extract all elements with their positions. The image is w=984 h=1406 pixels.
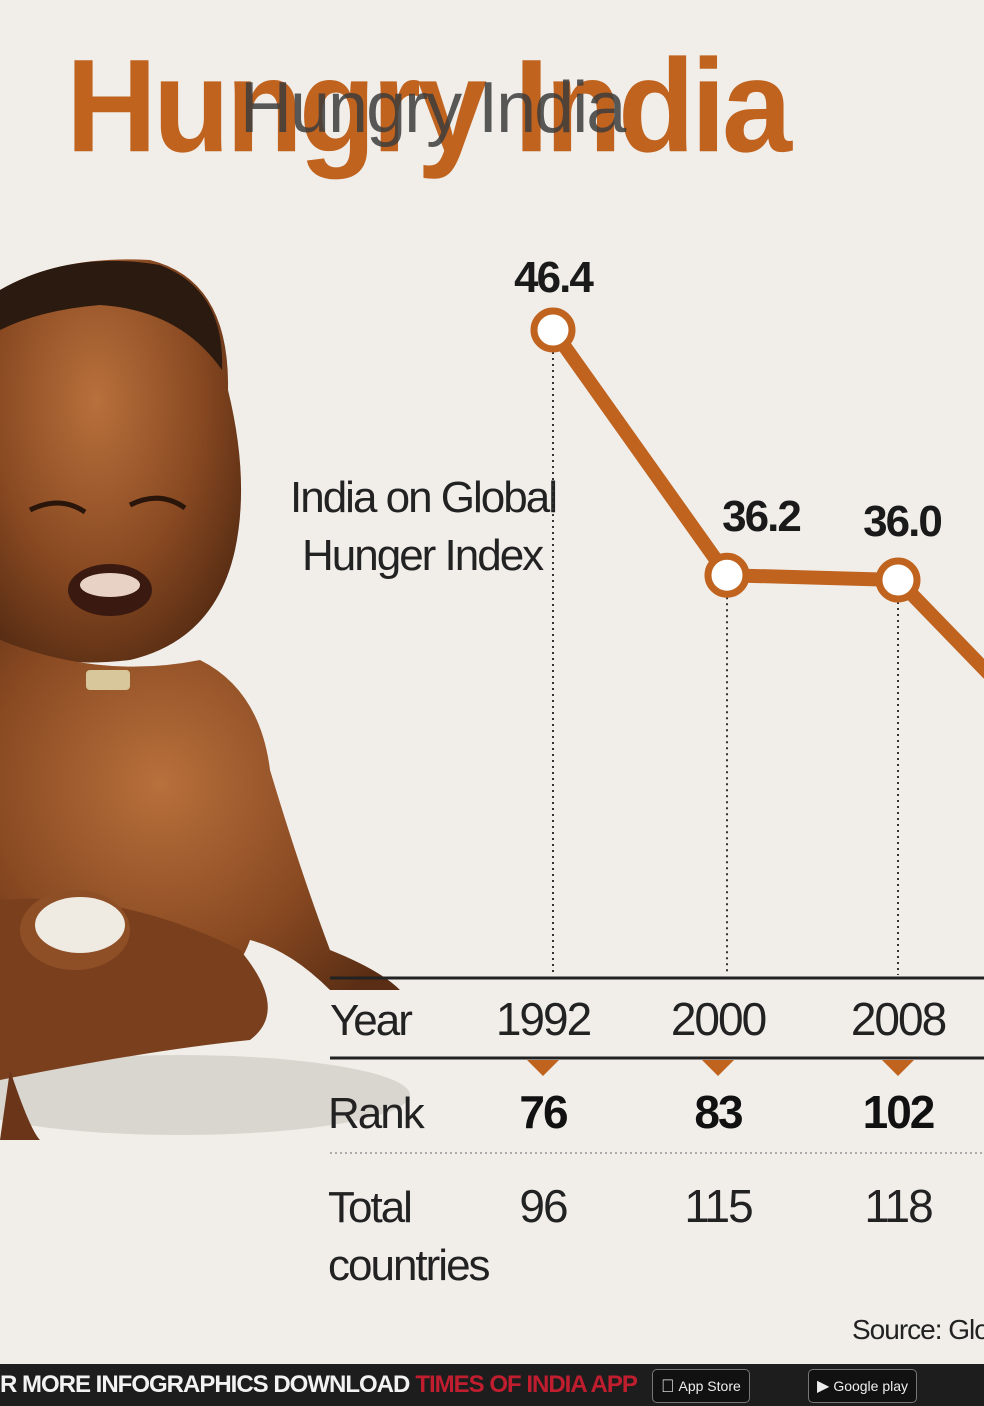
series-line xyxy=(547,325,984,679)
year-marker-1992 xyxy=(527,1060,559,1076)
rank-row-label: Rank xyxy=(328,1089,426,1138)
google-play-label: Google play xyxy=(833,1378,909,1394)
rank-cell-1992: 76 xyxy=(519,1086,567,1138)
rank-cell-2008: 102 xyxy=(863,1086,934,1138)
footer-banner: R MORE INFOGRAPHICS DOWNLOAD TIMES OF IN… xyxy=(0,1364,984,1406)
total-cell-2008: 118 xyxy=(864,1180,932,1232)
app-store-label: App Store xyxy=(665,1378,741,1394)
data-label-1992: 46.4 xyxy=(514,253,594,302)
year-cell-1992: 1992 xyxy=(496,993,591,1045)
page-title: Hungry India xyxy=(66,31,792,180)
child-illustration xyxy=(0,259,410,1140)
app-store-badge[interactable]:  App Store xyxy=(652,1369,750,1403)
play-icon: ▶ xyxy=(817,1378,830,1395)
year-marker-2008 xyxy=(882,1060,914,1076)
year-cell-2000: 2000 xyxy=(671,993,766,1045)
year-marker-2000 xyxy=(702,1060,734,1076)
total-cell-1992: 96 xyxy=(519,1180,567,1232)
data-label-2000: 36.2 xyxy=(722,492,800,541)
total-row-label-1: Total xyxy=(328,1183,411,1232)
rank-cell-2000: 83 xyxy=(694,1086,742,1138)
total-row-label-2: countries xyxy=(328,1241,490,1290)
title-overlay-text: Hungry India xyxy=(240,68,626,148)
data-point-1992 xyxy=(530,307,576,353)
footer-text: R MORE INFOGRAPHICS DOWNLOAD xyxy=(0,1371,410,1398)
source-note: Source: Glo xyxy=(852,1314,984,1345)
data-point-2000 xyxy=(704,552,750,598)
apple-icon:  xyxy=(661,1376,675,1397)
footer-brand[interactable]: TIMES OF INDIA APP xyxy=(415,1371,638,1398)
year-cell-2008: 2008 xyxy=(851,993,946,1045)
year-row-label: Year xyxy=(330,996,412,1045)
total-cell-2000: 115 xyxy=(684,1180,752,1232)
chart-subtitle-line2: Hunger Index xyxy=(302,531,544,580)
google-play-badge[interactable]: ▶ Google play xyxy=(808,1369,918,1403)
data-label-2008: 36.0 xyxy=(863,497,941,546)
data-point-2008 xyxy=(875,557,921,603)
chart-subtitle-line1: India on Global xyxy=(290,473,556,522)
